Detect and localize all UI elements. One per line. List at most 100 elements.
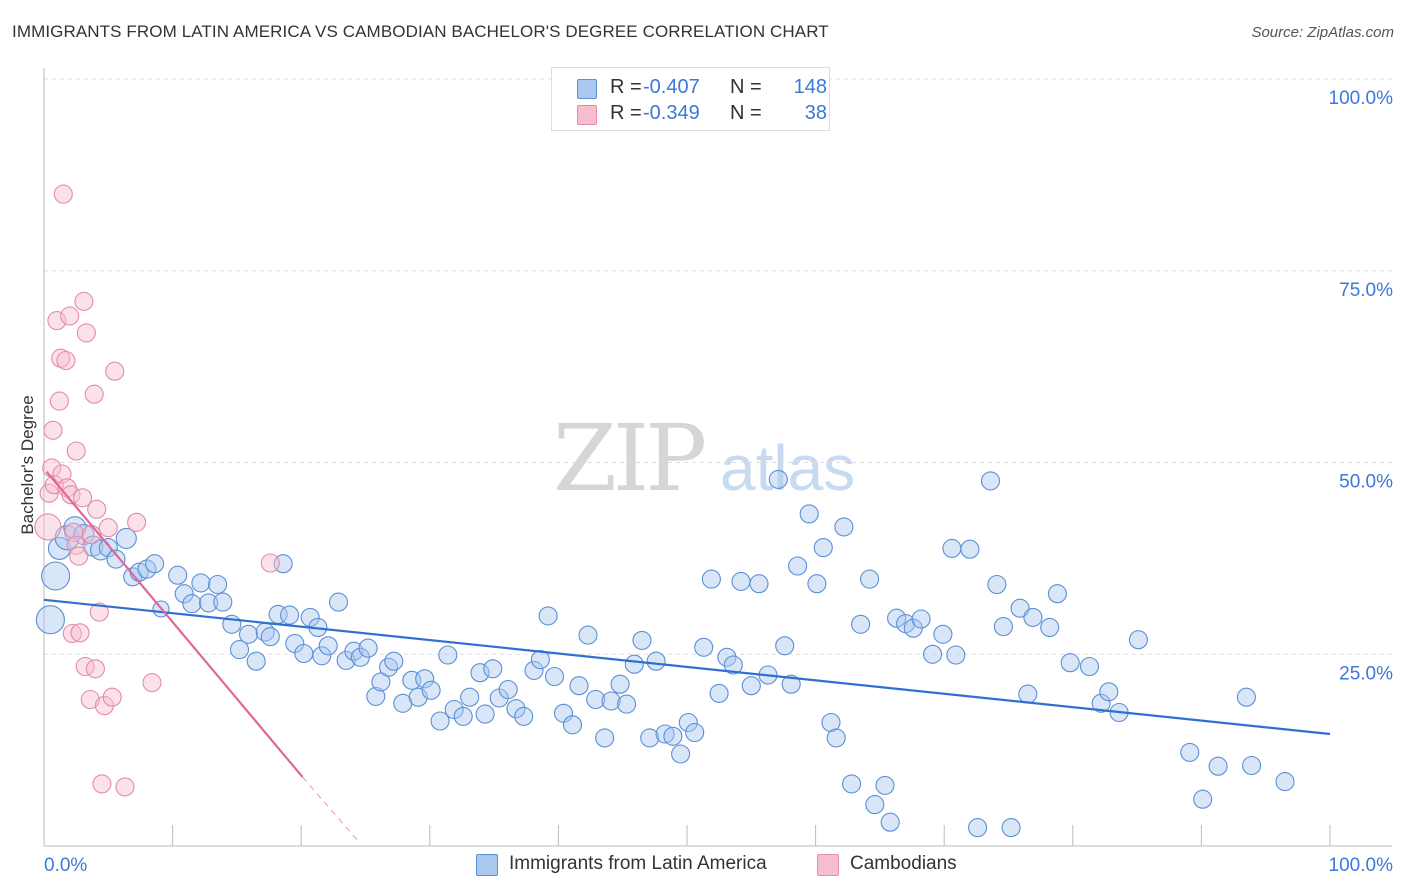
latin-america-point (595, 728, 615, 748)
cambodian-point (43, 420, 63, 440)
latin-america-point (280, 605, 300, 625)
latin-america-point (610, 674, 630, 694)
latin-america-point (328, 592, 349, 612)
legend-r-value: -0.349 (643, 102, 700, 124)
latin-america-point (1180, 742, 1200, 762)
latin-america-point (544, 666, 565, 687)
latin-america-point (384, 651, 404, 671)
latin-america-point (632, 630, 652, 650)
latin-america-point (1047, 584, 1067, 604)
latin-america-point (1128, 630, 1148, 650)
cambodian-trend-line (45, 470, 304, 778)
cambodian-point (49, 391, 69, 411)
latin-america-point (813, 538, 833, 558)
latin-america-point (260, 627, 280, 647)
latin-america-point (768, 469, 788, 489)
latin-america-point (430, 711, 450, 731)
latin-america-point (911, 609, 931, 629)
latin-america-point (775, 636, 795, 656)
latin-america-point (514, 706, 534, 726)
latin-america-point (438, 645, 458, 665)
latin-america-point (640, 728, 660, 748)
latin-america-point (246, 651, 266, 671)
latin-america-point (655, 724, 675, 744)
legend-n-value: 148 (793, 76, 827, 98)
latin-america-point (1060, 653, 1080, 673)
latin-america-point (860, 569, 880, 589)
cambodian-point (66, 441, 86, 461)
chart-title: IMMIGRANTS FROM LATIN AMERICA VS CAMBODI… (12, 22, 829, 41)
latin-america-point (229, 640, 250, 660)
cambodian-point (260, 553, 280, 573)
legend-n-label: N = (730, 102, 762, 124)
latin-america-point (1242, 755, 1262, 776)
legend-r-label: R = (610, 76, 642, 98)
latin-america-point (421, 680, 441, 700)
latin-america-point (300, 607, 320, 627)
latin-america-point (115, 527, 137, 549)
cambodian-point (61, 485, 81, 505)
latin-america-point (379, 657, 399, 677)
cambodian-point (105, 361, 125, 381)
latin-america-point (208, 574, 228, 595)
latin-america-point (41, 561, 71, 591)
cambodian-point (60, 306, 80, 326)
cambodian-point (34, 513, 62, 541)
cambodian-point (80, 689, 100, 710)
latin-america-point (694, 637, 714, 657)
latin-america-point (646, 651, 666, 671)
latin-america-point (807, 574, 827, 594)
y-tick-label: 50.0% (1339, 472, 1393, 493)
cambodian-point (98, 518, 118, 538)
latin-america-point (1236, 687, 1256, 707)
latin-america-point (294, 643, 314, 664)
latin-america-point (483, 659, 503, 679)
latin-america-point (968, 818, 988, 838)
latin-america-point (562, 715, 583, 735)
cambodian-point (142, 673, 162, 693)
cambodian-point (84, 384, 104, 404)
cambodian-point (70, 623, 90, 643)
latin-america-point (617, 694, 637, 714)
latin-america-point (723, 655, 743, 675)
latin-america-point (821, 712, 841, 733)
cambodian-point (74, 291, 94, 311)
legend-r-value: -0.407 (643, 76, 700, 98)
latin-america-point (174, 584, 194, 604)
latin-america-point (671, 744, 691, 764)
bottom-legend-label: Immigrants from Latin America (509, 853, 767, 874)
latin-america-point (624, 654, 644, 674)
latin-america-point (524, 660, 544, 680)
latin-america-point (1079, 656, 1100, 677)
latin-america-point (1001, 818, 1021, 838)
latin-america-point (826, 728, 846, 748)
cambodian-point (44, 475, 64, 495)
x-tick-label: 100.0% (1329, 855, 1394, 876)
legend-swatch-latin-america (577, 79, 597, 99)
source-label: Source: ZipAtlas.com (1251, 24, 1394, 41)
latin-america-point (460, 687, 480, 707)
latin-america-point (987, 574, 1007, 595)
latin-america-point (717, 647, 737, 667)
latin-america-point (569, 676, 589, 696)
latin-america-point (842, 774, 862, 794)
latin-america-point (1091, 693, 1111, 713)
latin-america-point (946, 645, 966, 665)
latin-america-point (318, 636, 338, 656)
bottom-legend-swatch-cambodians (817, 854, 839, 876)
latin-america-point (788, 556, 808, 576)
latin-america-point (1018, 684, 1038, 704)
latin-america-point (578, 625, 598, 645)
latin-america-point (942, 538, 962, 558)
latin-america-point (506, 699, 526, 719)
watermark-zip: ZIP (553, 405, 704, 512)
cambodian-point (89, 602, 109, 622)
latin-america-point (960, 539, 980, 559)
cambodian-point (87, 499, 107, 519)
latin-america-point (799, 504, 819, 524)
latin-america-point (538, 606, 558, 626)
latin-america-point (191, 573, 211, 593)
latin-america-point (887, 608, 907, 628)
legend-r-label: R = (610, 102, 642, 124)
